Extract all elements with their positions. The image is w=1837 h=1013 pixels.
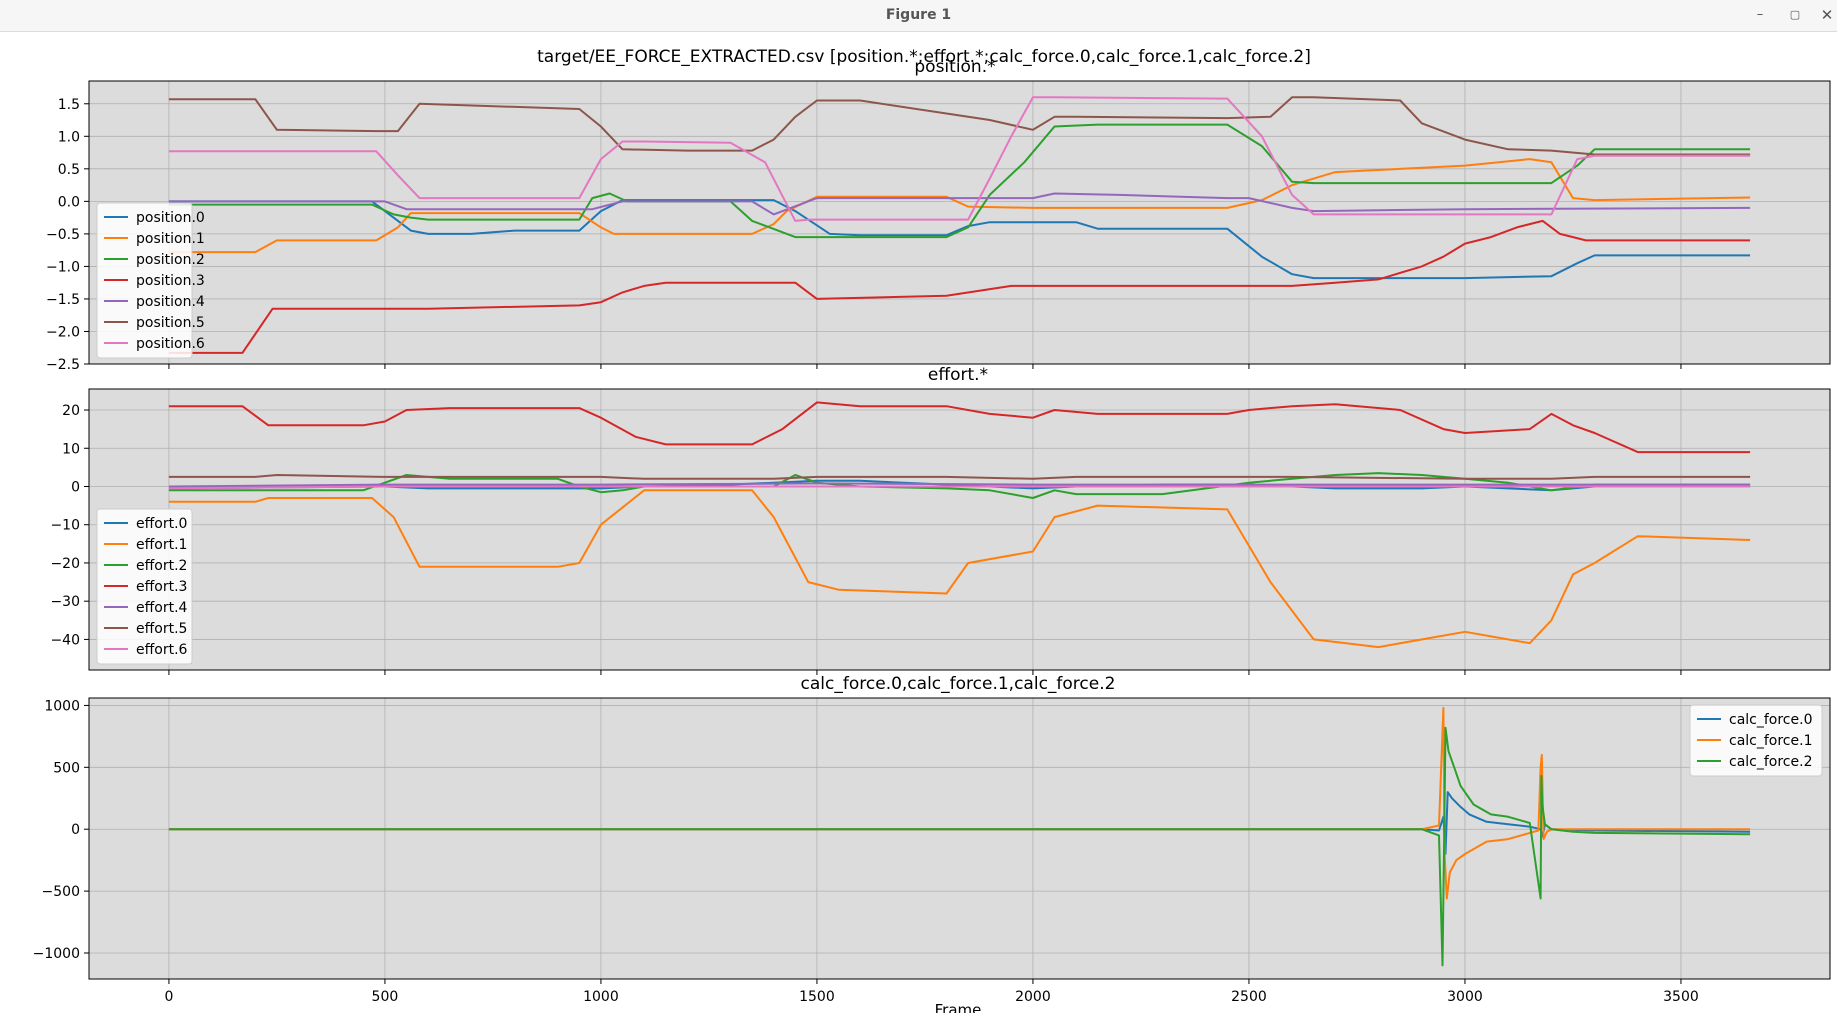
series-line-position.4 (168, 192, 1751, 216)
series-line-calc_force.2 (168, 726, 1751, 967)
legend-label: effort.6 (136, 642, 188, 658)
y-tick-label: −30 (50, 594, 80, 610)
series-line-position.2 (168, 123, 1751, 239)
plot-background (89, 389, 1830, 670)
legend-label: position.1 (136, 231, 205, 247)
series-line-effort.6 (168, 485, 1751, 490)
effort-axes: effort.* −40−30−20−1001020effort.0effort… (50, 365, 1831, 675)
legend-label: position.3 (136, 273, 205, 289)
y-tick-label: −40 (50, 632, 80, 648)
x-tick-label: 3000 (1447, 989, 1483, 1005)
maximize-icon[interactable]: ▢ (1789, 8, 1801, 21)
series-line-calc_force.1 (168, 706, 1751, 900)
series-line-position.1 (168, 158, 1751, 254)
minimize-icon[interactable]: – (1756, 7, 1764, 22)
y-tick-label: 10 (62, 441, 80, 457)
series-line-effort.1 (168, 489, 1751, 649)
series-line-effort.5 (168, 474, 1751, 480)
series-line-effort.2 (168, 472, 1751, 499)
y-tick-label: −20 (50, 556, 80, 572)
legend: effort.0 effort.1 effort.2 effort.3 effort.4… (96, 508, 193, 665)
x-tick-label: 2000 (1015, 989, 1051, 1005)
calc-force-axes: calc_force.0,calc_force.1,calc_force.2 −… (33, 674, 1831, 1005)
y-tick-label: −2.5 (46, 357, 80, 373)
y-tick-label: −10 (50, 518, 80, 534)
series-line-effort.4 (168, 482, 1751, 488)
close-icon[interactable]: ✕ (1820, 6, 1834, 24)
legend-box (1689, 704, 1823, 777)
axes-title: calc_force.0,calc_force.1,calc_force.2 (801, 674, 1116, 694)
x-tick-label: 2500 (1231, 989, 1267, 1005)
y-tick-label: 0 (71, 479, 80, 495)
x-tick-label: 0 (164, 989, 173, 1005)
legend-box (96, 508, 193, 665)
position-axes: position.* −2.5 −2.0 −1.5 −1.0 −0.5 0.0 0.5 1.0… (46, 57, 1831, 373)
y-tick-label: 1.5 (58, 97, 80, 113)
legend-label: position.2 (136, 252, 205, 268)
y-tick-label: 1000 (44, 698, 80, 714)
x-tick-label: 3500 (1663, 989, 1699, 1005)
legend-label: effort.0 (136, 516, 187, 532)
plot-frame (88, 388, 1831, 671)
series-line-effort.3 (168, 401, 1751, 454)
legend-label: position.5 (136, 315, 205, 331)
x-tick-label: 1500 (799, 989, 835, 1005)
legend-label: position.0 (136, 210, 205, 226)
legend-box (96, 202, 193, 359)
y-tick-label: 0.5 (58, 162, 80, 178)
y-tick-label: 0.0 (58, 194, 80, 210)
y-tick-label: 0 (71, 822, 80, 838)
y-tick-label: 20 (62, 403, 80, 419)
window-titlebar: Figure 1 – ▢ ✕ (0, 0, 1837, 32)
legend: calc_force.0 calc_force.1 calc_force.2 (1689, 704, 1823, 777)
legend-label: effort.1 (136, 537, 187, 553)
series-line-position.3 (168, 219, 1751, 354)
plot-frame (88, 697, 1831, 980)
x-axis-label: Frame (935, 1001, 982, 1013)
legend-label: effort.5 (136, 621, 187, 637)
y-tick-label: −1.5 (46, 292, 80, 308)
figure-suptitle: target/EE_FORCE_EXTRACTED.csv [position.… (537, 47, 1311, 67)
y-tick-label: −1000 (33, 946, 80, 962)
legend-label: calc_force.2 (1729, 754, 1812, 770)
legend: position.0 position.1 position.2 position.3… (96, 202, 205, 359)
plot-frame (88, 80, 1831, 365)
plot-background (89, 698, 1830, 979)
x-tick-label: 500 (372, 989, 399, 1005)
series-group (168, 706, 1751, 967)
figure-canvas: target/EE_FORCE_EXTRACTED.csv [position.… (33, 47, 1831, 1013)
legend-label: calc_force.1 (1729, 733, 1812, 749)
axes-title: position.* (914, 57, 995, 77)
legend-label: calc_force.0 (1729, 712, 1812, 728)
plot-background (89, 81, 1830, 364)
y-tick-label: 500 (53, 760, 80, 776)
y-tick-label: −0.5 (46, 227, 80, 243)
legend-label: position.4 (136, 294, 205, 310)
x-tick-label: 1000 (583, 989, 619, 1005)
window-title: Figure 1 (885, 7, 952, 23)
legend-label: position.6 (136, 336, 205, 352)
legend-label: effort.4 (136, 600, 188, 616)
y-tick-label: −2.0 (46, 324, 80, 340)
series-group (168, 401, 1751, 649)
legend-label: effort.2 (136, 558, 187, 574)
axes-title: effort.* (928, 365, 988, 385)
y-tick-label: −1.0 (46, 259, 80, 275)
y-tick-label: 1.0 (58, 129, 80, 145)
y-tick-label: −500 (42, 884, 80, 900)
series-line-position.0 (168, 199, 1751, 280)
series-line-position.6 (168, 96, 1751, 222)
series-line-position.5 (168, 96, 1751, 156)
series-group (168, 96, 1751, 354)
legend-label: effort.3 (136, 579, 187, 595)
